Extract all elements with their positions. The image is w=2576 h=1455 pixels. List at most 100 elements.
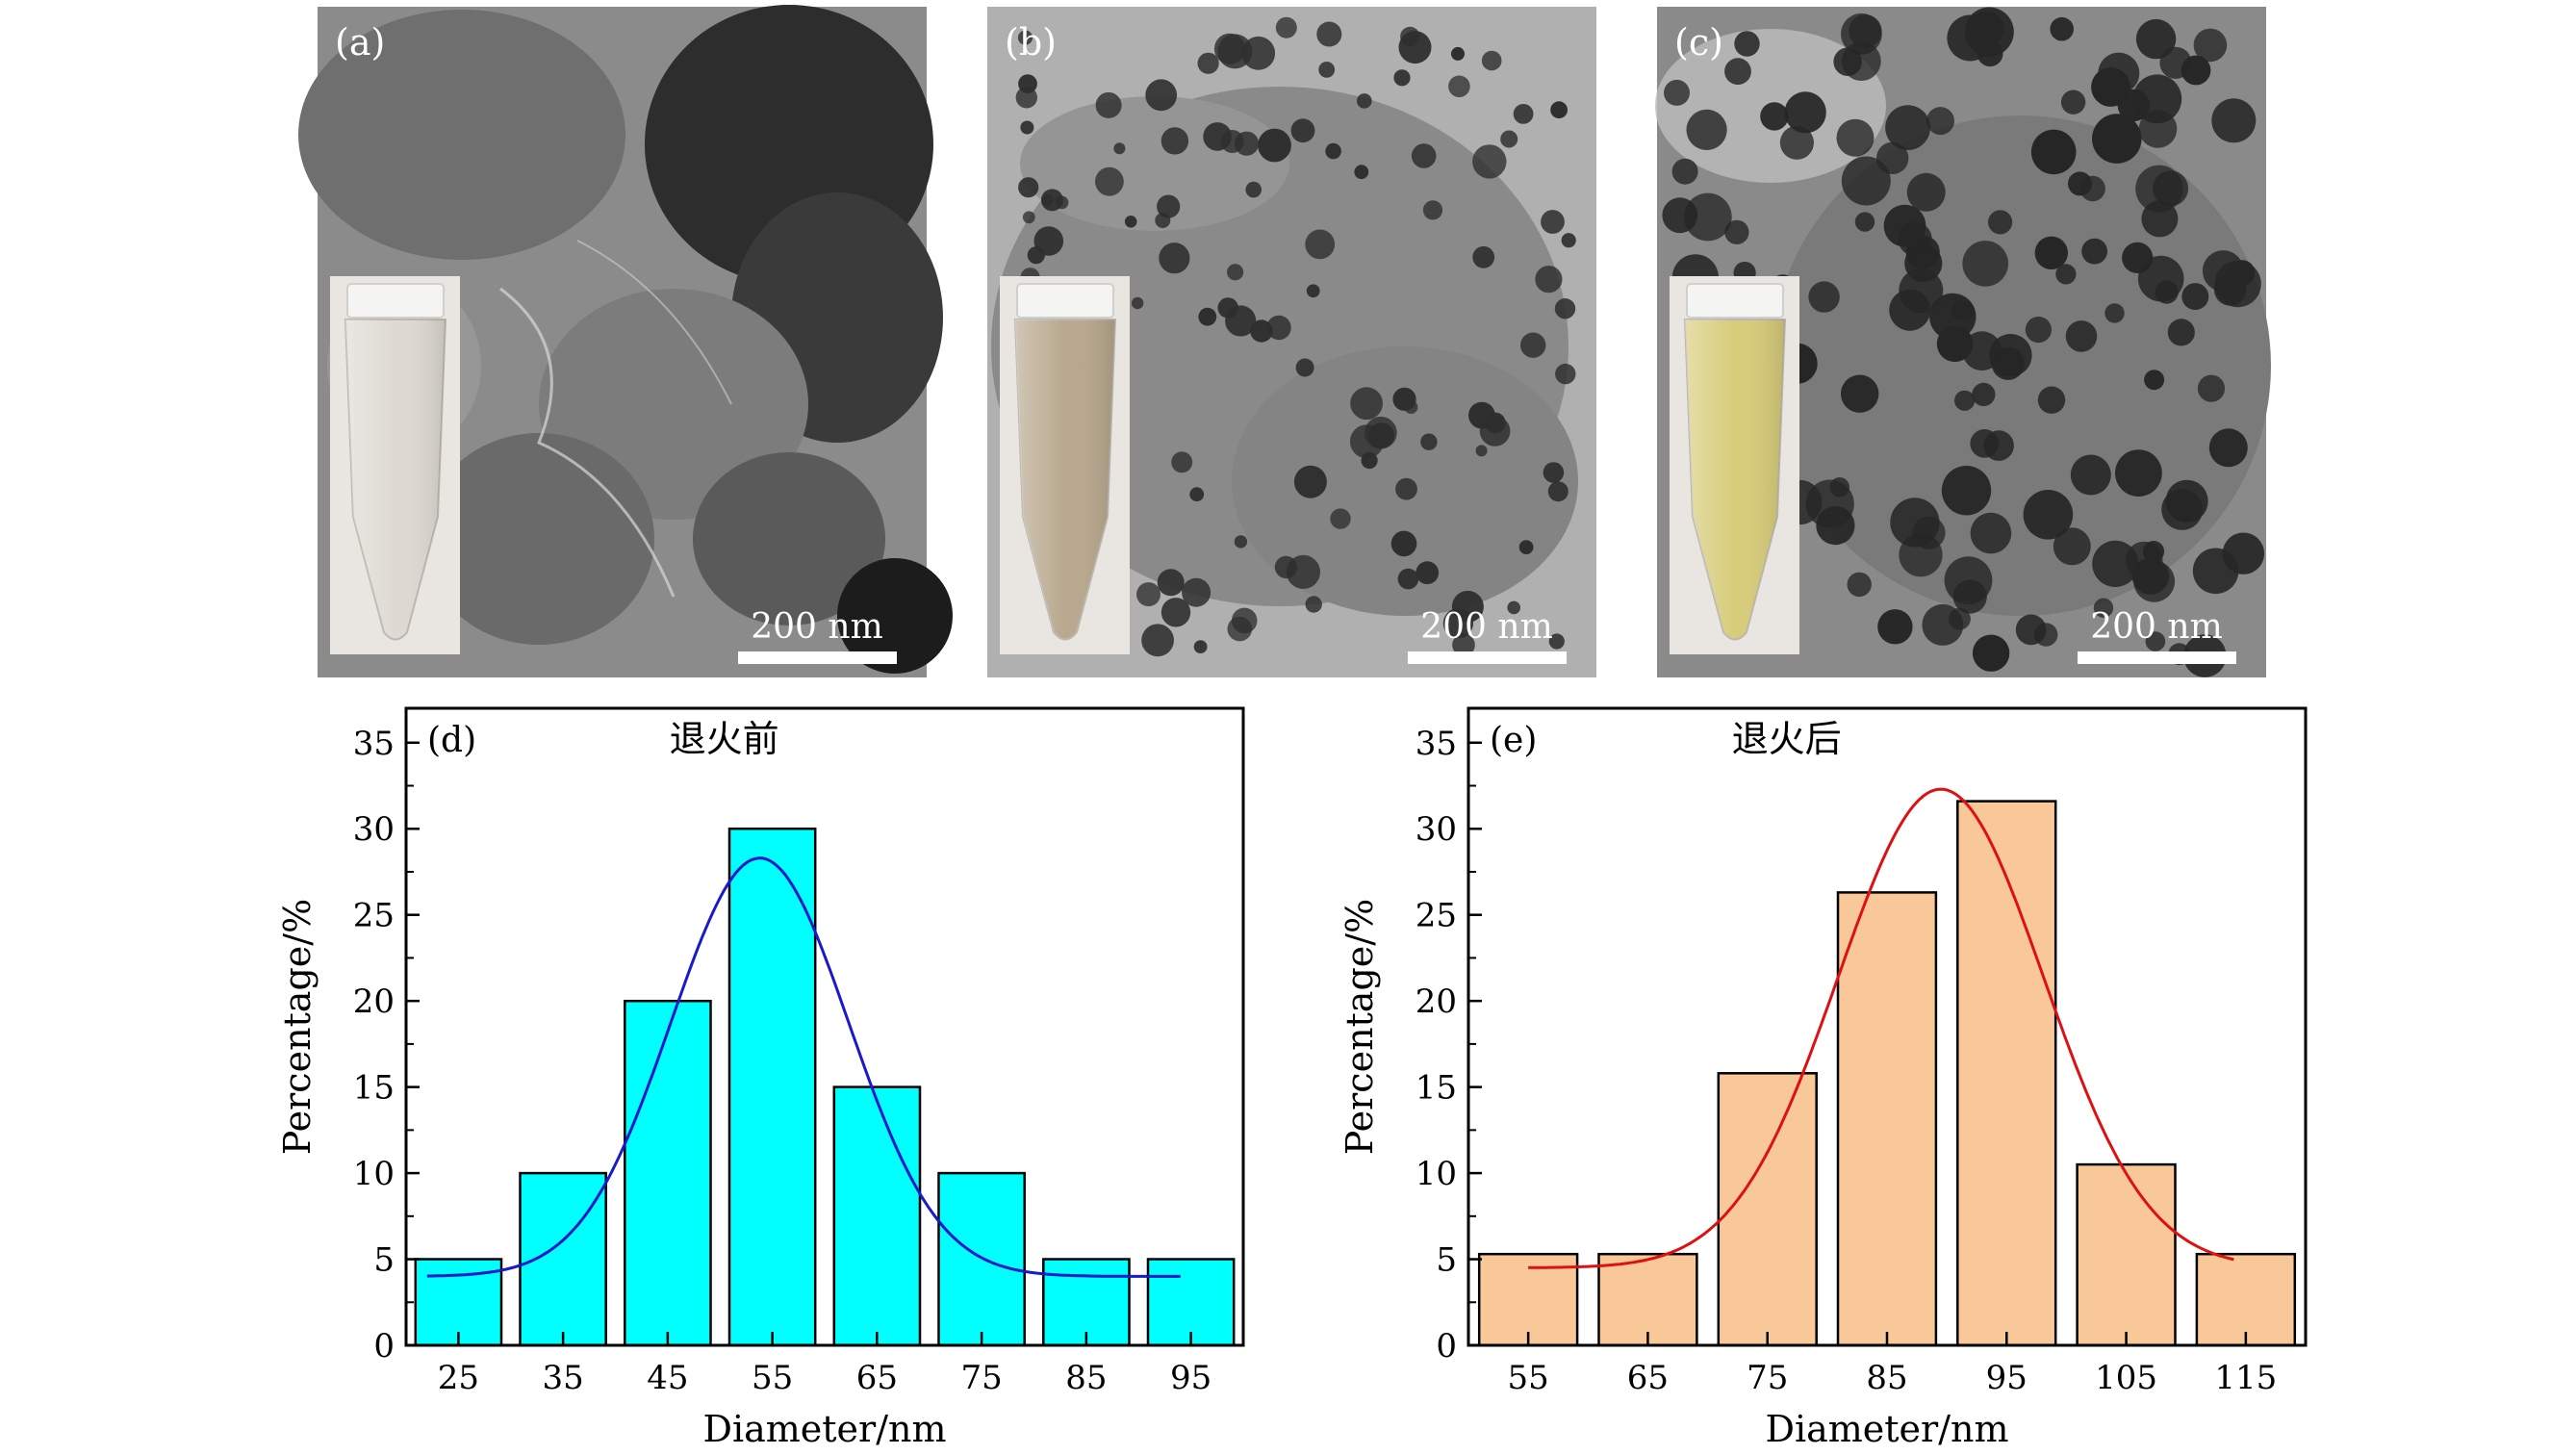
nanoparticle [1416,561,1440,585]
nanoparticle [1018,74,1037,93]
nanoparticle [2034,236,2068,269]
nanoparticle [1683,192,1732,242]
nanoparticle [1520,332,1546,358]
tem-sheet [1020,96,1289,231]
nanoparticle [1398,31,1432,64]
nanoparticle [2137,255,2184,302]
bar-65 [832,1085,922,1347]
nanoparticle [1885,105,1930,150]
nanoparticle [2131,557,2170,595]
x-tick-label: 55 [752,1359,793,1397]
vial-inset-a [330,276,460,654]
panel-label: (d) [427,721,476,760]
nanoparticle [1131,296,1144,310]
nanoparticle [2115,449,2162,497]
nanoparticle [1141,624,1174,657]
nanoparticle [2181,283,2209,311]
nanoparticle [1883,204,1926,247]
nanoparticle [1547,481,1569,502]
nanoparticle [1305,596,1322,613]
nanoparticle [1357,93,1372,109]
nanoparticle [2104,303,2125,323]
nanoparticle [1472,245,1495,268]
nanoparticle [1018,177,1039,198]
nanoparticle [2055,264,2077,285]
nanoparticle [1779,125,1814,160]
nanoparticle [2222,532,2265,574]
nanoparticle [2053,527,2091,566]
nanoparticle [1393,69,1411,87]
nanoparticle [1234,535,1248,549]
nanoparticle [1171,451,1193,473]
nanoparticle [1225,305,1257,337]
nanoparticle [2025,317,2052,344]
nanoparticle [1286,554,1320,590]
nanoparticle [1836,118,1875,157]
nanoparticle [1422,200,1443,220]
y-tick-label: 25 [1416,897,1457,935]
x-tick-label: 65 [856,1359,898,1397]
nanoparticle [1198,307,1217,326]
nanoparticle [1395,477,1417,500]
photo-label-b: (b) [1005,21,1057,64]
x-tick-label: 35 [542,1359,583,1397]
nanoparticle [2197,374,2226,402]
nanoparticle [1671,158,1698,185]
nanoparticle [2092,114,2142,164]
vial-shine [1015,319,1115,640]
y-tick-label: 35 [1416,725,1457,763]
nanoparticle [1241,36,1276,70]
nanoparticle [1113,142,1126,155]
nanoparticle [1182,577,1211,607]
nanoparticle [1160,127,1189,155]
scale-bar-c [2078,651,2236,664]
x-tick-label: 75 [1747,1359,1788,1397]
nanoparticle [1507,600,1520,615]
nanoparticle [1983,430,2014,461]
nanoparticle [1290,118,1315,143]
photo-overlays: (a) 200 nm (b) 200 nm (c) 200 nm [330,21,2236,664]
nanoparticle [2081,238,2108,265]
nanoparticle [1448,75,1470,98]
tem-particle [423,433,654,645]
nanoparticle [2037,386,2066,414]
nanoparticle [1948,607,1971,630]
y-tick-label: 30 [353,810,395,849]
nanoparticle [1451,46,1465,61]
nanoparticle [1500,130,1518,148]
nanoparticle [1929,293,1977,341]
nanoparticle [1266,315,1291,341]
nanoparticle [1350,387,1383,421]
nanoparticle [1941,466,1992,516]
nanoparticle [1227,616,1253,642]
plot-frame [404,706,1245,1347]
nanoparticle [1555,363,1576,385]
nanoparticle [1145,79,1178,112]
nanoparticle [1390,530,1417,557]
nanoparticle [1095,91,1122,118]
bar-55 [1477,1252,1579,1347]
nanoparticle [1724,219,1749,244]
nanoparticle [1518,540,1534,554]
nanoparticle [2030,129,2077,175]
nanoparticle [2135,18,2177,60]
nanoparticle [1159,242,1190,274]
nanoparticle [1962,241,2008,287]
photo-label-c: (c) [1674,21,1723,64]
scale-bar-label-a: 200 nm [751,607,882,647]
y-tick-label: 10 [353,1155,395,1193]
nanoparticle [1124,216,1137,228]
nanoparticle [1397,568,1419,590]
vial-cap [346,283,445,319]
bar-85 [1836,891,1938,1347]
nanoparticle [1022,211,1035,224]
nanoparticle [1734,31,1760,57]
nanoparticle [1550,101,1568,119]
nanoparticle [2211,98,2257,143]
x-axis-title: Diameter/nm [702,1408,946,1450]
scale-bar-label-b: 200 nm [1420,607,1552,647]
nanoparticle [1365,416,1397,449]
y-tick-label: 20 [353,983,395,1021]
x-tick-label: 55 [1508,1359,1549,1397]
nanoparticle [1306,284,1320,298]
